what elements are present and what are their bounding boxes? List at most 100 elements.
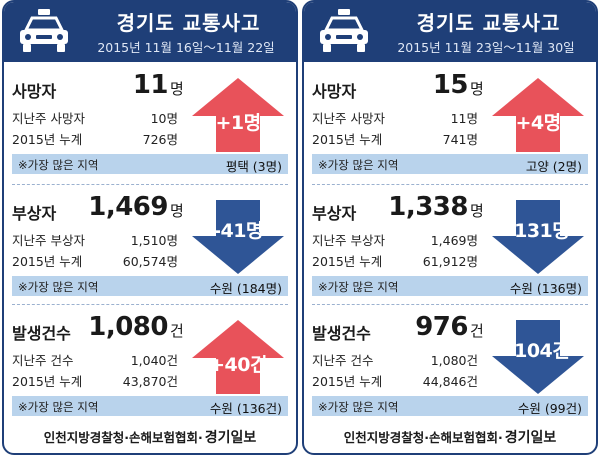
footer-brand: 경기일보 xyxy=(504,430,557,446)
previous-week-label: 지난주 부상자 xyxy=(12,233,85,248)
previous-week-label: 지난주 건수 xyxy=(312,353,374,368)
top-region-value: 평택 (3명) xyxy=(225,159,282,174)
year-total-value: 60,574명 xyxy=(122,254,178,269)
top-region-bar: ※가장 많은 지역 수원 (136명) xyxy=(312,276,588,296)
stat-main-unit: 명 xyxy=(170,80,184,98)
year-total-value: 44,846건 xyxy=(422,374,478,389)
change-value: -104 xyxy=(506,340,553,362)
top-region-label: ※가장 많은 지역 xyxy=(18,280,99,294)
panel-footer: 인천지방경찰청·손해보험협회· 경기일보 xyxy=(304,427,596,447)
previous-week-label: 지난주 건수 xyxy=(12,353,74,368)
previous-week-label: 지난주 사망자 xyxy=(312,111,385,126)
change-unit: 건 xyxy=(249,354,267,376)
top-region-bar: ※가장 많은 지역 수원 (184명) xyxy=(12,276,288,296)
stat-main-unit: 건 xyxy=(470,322,484,340)
arrow-up-icon xyxy=(192,78,284,152)
panel-footer: 인천지방경찰청·손해보험협회· 경기일보 xyxy=(4,427,296,447)
top-region-bar: ※가장 많은 지역 수원 (136건) xyxy=(12,396,288,416)
change-unit: 명 xyxy=(543,112,561,134)
year-total-value: 726명 xyxy=(142,132,178,147)
panel-date-range: 2015년 11월 16일～11월 22일 xyxy=(97,40,275,55)
previous-week-label: 지난주 부상자 xyxy=(312,233,385,248)
change-unit: 명 xyxy=(245,220,263,242)
previous-week-label: 지난주 사망자 xyxy=(12,111,85,126)
previous-week-value: 1,040건 xyxy=(130,353,178,368)
top-region-label: ※가장 많은 지역 xyxy=(318,280,399,294)
year-total-label: 2015년 누계 xyxy=(12,374,83,389)
change-label: -131명 xyxy=(488,216,588,243)
change-label: +1명 xyxy=(188,108,288,135)
change-label: -104건 xyxy=(488,336,588,363)
change-label: -41명 xyxy=(188,216,288,243)
change-value: -131 xyxy=(506,220,553,242)
arrow-up-icon xyxy=(192,320,284,394)
year-total-value: 741명 xyxy=(442,132,478,147)
section-divider xyxy=(12,304,288,305)
stat-main-unit: 건 xyxy=(170,322,184,340)
top-region-value: 수원 (99건) xyxy=(517,401,582,416)
stat-category-label: 사망자 xyxy=(12,82,57,101)
stat-section: 사망자 11 명 지난주 사망자 10명 2015년 누계 726명 +1명 ※… xyxy=(10,70,290,192)
stat-main-value: 1,338 xyxy=(388,192,468,222)
previous-week-value: 1,510명 xyxy=(130,233,178,248)
change-value: +1 xyxy=(215,112,244,134)
panel-title: 경기도 교통사고 xyxy=(416,11,561,35)
top-region-bar: ※가장 많은 지역 수원 (99건) xyxy=(312,396,588,416)
stat-main-unit: 명 xyxy=(170,202,184,220)
footer-brand: 경기일보 xyxy=(204,430,257,446)
change-value: +40 xyxy=(209,354,250,376)
weekly-panel: 경기도 교통사고 2015년 11월 16일～11월 22일 인천지방경찰청·손… xyxy=(2,0,298,455)
change-unit: 명 xyxy=(243,112,261,134)
top-region-value: 고양 (2명) xyxy=(525,159,582,174)
previous-week-value: 1,080건 xyxy=(430,353,478,368)
change-unit: 건 xyxy=(552,340,570,362)
stat-section: 발생건수 976 건 지난주 건수 1,080건 2015년 누계 44,846… xyxy=(310,312,590,434)
stat-main-unit: 명 xyxy=(470,202,484,220)
change-unit: 명 xyxy=(552,220,570,242)
previous-week-value: 10명 xyxy=(150,111,178,126)
top-region-label: ※가장 많은 지역 xyxy=(318,158,399,172)
top-region-label: ※가장 많은 지역 xyxy=(18,158,99,172)
panel-header: 경기도 교통사고 2015년 11월 23일～11월 30일 xyxy=(304,2,596,62)
stat-section: 부상자 1,338 명 지난주 부상자 1,469명 2015년 누계 61,9… xyxy=(310,192,590,314)
panel-title: 경기도 교통사고 xyxy=(116,11,261,35)
change-label: +40건 xyxy=(188,350,288,377)
change-label: +4명 xyxy=(488,108,588,135)
arrow-up-icon xyxy=(492,78,584,152)
stat-section: 발생건수 1,080 건 지난주 건수 1,040건 2015년 누계 43,8… xyxy=(10,312,290,434)
stat-category-label: 부상자 xyxy=(12,204,57,223)
change-value: +4 xyxy=(515,112,544,134)
stat-main-value: 976 xyxy=(415,312,468,342)
stat-category-label: 부상자 xyxy=(312,204,357,223)
previous-week-value: 11명 xyxy=(450,111,478,126)
stat-main-value: 1,080 xyxy=(88,312,168,342)
arrow-down-icon xyxy=(492,200,584,274)
top-region-value: 수원 (136명) xyxy=(509,281,582,296)
year-total-label: 2015년 누계 xyxy=(312,132,383,147)
stat-main-value: 15 xyxy=(432,70,469,100)
year-total-label: 2015년 누계 xyxy=(12,132,83,147)
footer-source: 인천지방경찰청·손해보험협회· xyxy=(343,430,503,445)
stat-category-label: 발생건수 xyxy=(312,324,371,343)
stat-category-label: 발생건수 xyxy=(12,324,71,343)
top-region-value: 수원 (136건) xyxy=(209,401,282,416)
section-divider xyxy=(312,304,588,305)
year-total-value: 61,912명 xyxy=(422,254,478,269)
panel-date-range: 2015년 11월 23일～11월 30일 xyxy=(397,40,575,55)
year-total-value: 43,870건 xyxy=(122,374,178,389)
stat-main-value: 11 xyxy=(132,70,169,100)
year-total-label: 2015년 누계 xyxy=(312,374,383,389)
footer-source: 인천지방경찰청·손해보험협회· xyxy=(43,430,203,445)
stat-category-label: 사망자 xyxy=(312,82,357,101)
panel-header: 경기도 교통사고 2015년 11월 16일～11월 22일 xyxy=(4,2,296,62)
year-total-label: 2015년 누계 xyxy=(312,254,383,269)
top-region-label: ※가장 많은 지역 xyxy=(18,400,99,414)
police-car-icon xyxy=(320,9,368,52)
top-region-bar: ※가장 많은 지역 고양 (2명) xyxy=(312,154,588,174)
stat-main-value: 1,469 xyxy=(88,192,168,222)
year-total-label: 2015년 누계 xyxy=(12,254,83,269)
top-region-value: 수원 (184명) xyxy=(209,281,282,296)
weekly-panel: 경기도 교통사고 2015년 11월 23일～11월 30일 인천지방경찰청·손… xyxy=(302,0,598,455)
change-value: -41 xyxy=(213,220,246,242)
top-region-bar: ※가장 많은 지역 평택 (3명) xyxy=(12,154,288,174)
